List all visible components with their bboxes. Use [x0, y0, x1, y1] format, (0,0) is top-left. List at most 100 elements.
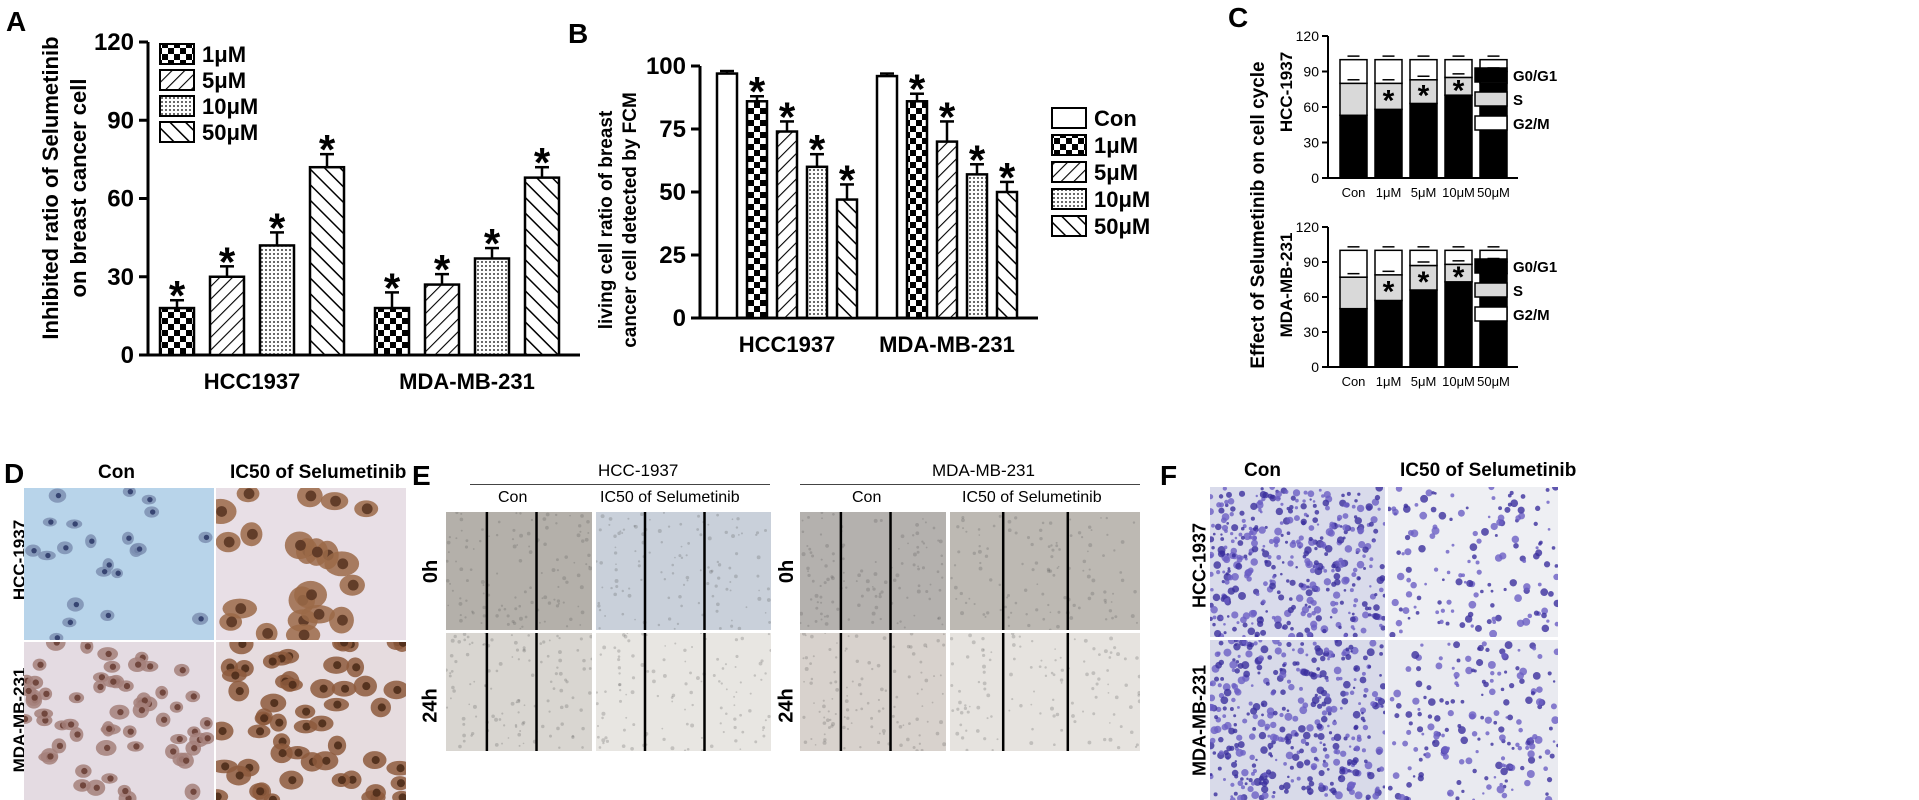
stained-cell: [1260, 645, 1269, 654]
cell-nucleus: [238, 642, 247, 649]
stained-cell: [1446, 599, 1452, 605]
stained-cell: [1247, 567, 1254, 574]
cell-speck: [721, 667, 725, 670]
stained-cell: [1242, 634, 1246, 637]
e-row-label-24h-right: 24h: [775, 688, 798, 723]
cell-speck: [464, 616, 467, 619]
cell-speck: [564, 704, 569, 709]
stained-cell: [1333, 572, 1341, 580]
stained-cell: [1496, 785, 1505, 794]
stained-cell: [1532, 671, 1541, 680]
stained-cell: [1224, 579, 1230, 585]
stained-cell: [1281, 561, 1285, 564]
stained-cell: [1332, 742, 1340, 750]
stained-cell: [1511, 746, 1515, 750]
cell-speck: [936, 570, 940, 574]
stained-cell: [1487, 515, 1491, 519]
stained-cell: [1487, 582, 1492, 587]
stained-cell: [1304, 603, 1308, 607]
cell-nucleus: [203, 534, 210, 541]
stained-cell: [1420, 494, 1429, 503]
stained-cell: [1300, 668, 1309, 676]
stained-cell: [1496, 518, 1504, 526]
stained-cell: [1242, 622, 1248, 628]
cell-speck: [1031, 568, 1035, 572]
stained-cell: [1418, 772, 1424, 778]
stained-cell: [1405, 711, 1413, 718]
b-significance-star: *: [909, 66, 926, 113]
cell-speck: [1088, 568, 1091, 571]
cell-speck: [942, 742, 946, 747]
cell-speck: [913, 614, 916, 617]
cell-speck: [576, 573, 581, 578]
stained-cell: [1246, 576, 1252, 582]
cell-speck: [448, 674, 452, 678]
cell-speck: [734, 638, 739, 642]
stained-cell: [1210, 553, 1214, 559]
stained-cell: [1210, 694, 1216, 702]
cell-speck: [573, 561, 576, 564]
stained-cell: [1403, 503, 1409, 509]
cell-speck: [871, 667, 874, 671]
cell-speck: [1053, 743, 1056, 747]
stained-cell: [1441, 745, 1450, 754]
stained-cell: [1284, 712, 1293, 721]
e-col-label-hcc-ic50: IC50 of Selumetinib: [600, 489, 740, 506]
cell-speck: [454, 660, 458, 664]
stained-cell: [1316, 686, 1325, 695]
cell-nucleus: [260, 714, 269, 723]
cell-nucleus: [221, 762, 230, 771]
stained-cell: [1218, 640, 1224, 646]
stained-cell: [1262, 550, 1270, 558]
cell-speck: [824, 633, 827, 634]
b-legend-label: 50μM: [1094, 214, 1150, 239]
cell-speck: [494, 717, 499, 722]
stained-cell: [1249, 754, 1255, 761]
stained-cell: [1331, 568, 1335, 573]
stained-cell: [1344, 691, 1349, 696]
stained-cell: [1339, 676, 1343, 681]
cell-speck: [1137, 690, 1140, 695]
stained-cell: [1490, 603, 1495, 608]
cell-speck: [455, 512, 459, 515]
cell-speck: [929, 583, 932, 586]
c-x-category-label: Con: [1342, 374, 1366, 389]
cell-speck: [733, 704, 736, 707]
cell-speck: [844, 699, 849, 704]
cell-speck: [1082, 710, 1085, 713]
stained-cell: [1305, 741, 1310, 746]
cell-speck: [906, 644, 911, 649]
stained-cell: [1373, 613, 1381, 621]
cell-speck: [446, 540, 451, 545]
stained-cell: [1319, 655, 1326, 662]
stained-cell: [1258, 508, 1262, 512]
stained-cell: [1233, 791, 1238, 796]
cell-nucleus: [127, 488, 134, 495]
cell-nucleus: [105, 612, 112, 619]
stained-cell: [1234, 668, 1240, 674]
stained-cell: [1231, 769, 1239, 777]
cell-speck: [959, 710, 964, 715]
cell-nucleus: [333, 661, 342, 670]
cell-speck: [1104, 618, 1108, 621]
cell-speck: [1119, 571, 1123, 574]
stained-cell: [1489, 629, 1498, 637]
cell-nucleus: [73, 601, 80, 608]
cell-speck: [992, 524, 996, 528]
cell-speck: [909, 645, 913, 649]
stained-cell: [1325, 693, 1331, 699]
stained-cell: [1457, 724, 1462, 728]
stained-cell: [1503, 587, 1507, 592]
stained-cell: [1537, 653, 1543, 659]
cell-speck: [1021, 562, 1024, 566]
stained-cell: [1432, 739, 1440, 748]
cell-speck: [458, 602, 463, 606]
cell-speck: [866, 701, 870, 705]
stained-cell: [1322, 761, 1329, 768]
b-x-category-label: MDA-MB-231: [879, 332, 1015, 357]
cell-nucleus: [41, 710, 48, 717]
cell-speck: [755, 533, 758, 536]
cell-speck: [619, 699, 623, 703]
b-significance-star: *: [749, 68, 766, 115]
stained-cell: [1265, 769, 1272, 775]
